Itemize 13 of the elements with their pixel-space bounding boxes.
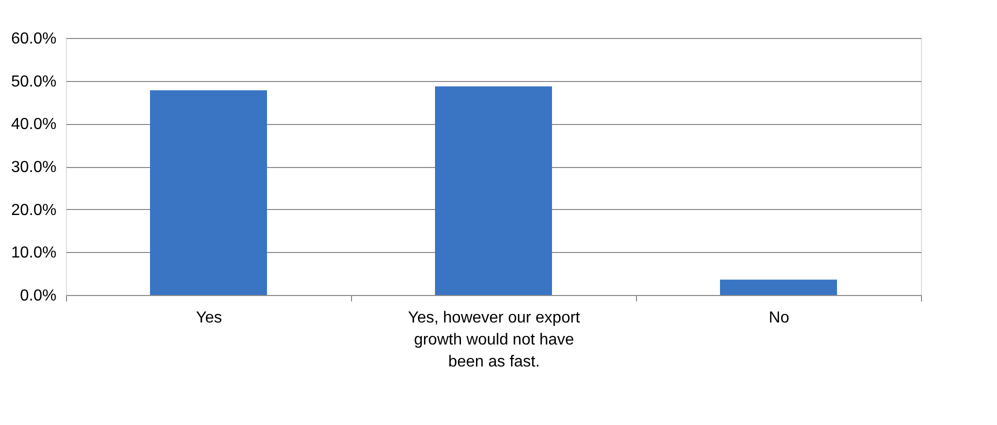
y-tick-label: 60.0% (11, 30, 56, 48)
bar (435, 86, 552, 295)
x-tick-label: Yes (196, 310, 222, 326)
x-tick-label: No (768, 310, 790, 326)
bar (720, 280, 837, 295)
y-tick-label: 20.0% (11, 202, 56, 219)
y-tick-label: 50.0% (11, 73, 56, 90)
y-tick-label: 10.0% (11, 244, 56, 262)
bar (150, 90, 267, 295)
y-tick-label: 30.0% (11, 159, 56, 176)
y-tick-label: 40.0% (11, 116, 56, 134)
y-tick-label: 0.0% (20, 288, 56, 304)
x-tick-label: Yes, however our export growth would not have been as fast. (408, 310, 581, 370)
